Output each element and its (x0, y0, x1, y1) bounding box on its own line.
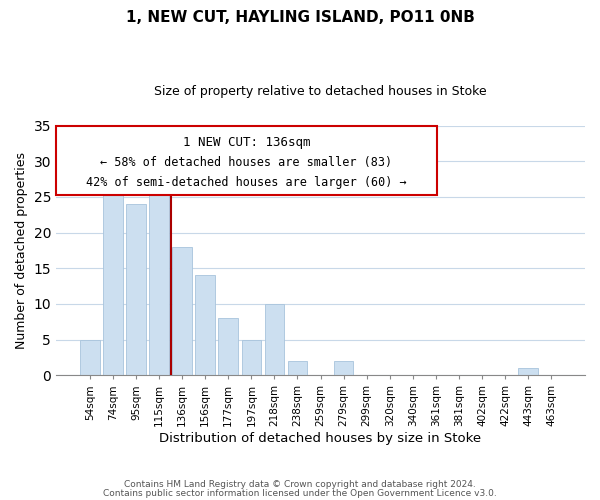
Bar (149, 182, 169, 376)
Bar (80, 340, 100, 376)
Y-axis label: Number of detached properties: Number of detached properties (15, 152, 28, 349)
Bar (265, 304, 284, 376)
Text: 1 NEW CUT: 136sqm: 1 NEW CUT: 136sqm (183, 136, 310, 148)
Bar (287, 361, 307, 376)
FancyBboxPatch shape (56, 126, 437, 196)
Bar (518, 368, 538, 376)
X-axis label: Distribution of detached houses by size in Stoke: Distribution of detached houses by size … (160, 432, 482, 445)
Text: Contains HM Land Registry data © Crown copyright and database right 2024.: Contains HM Land Registry data © Crown c… (124, 480, 476, 489)
Bar (334, 361, 353, 376)
Bar (242, 340, 261, 376)
Bar (172, 247, 192, 376)
Bar (196, 276, 215, 376)
Bar (103, 176, 123, 376)
Text: ← 58% of detached houses are smaller (83): ← 58% of detached houses are smaller (83… (100, 156, 392, 168)
Bar (126, 204, 146, 376)
Text: 42% of semi-detached houses are larger (60) →: 42% of semi-detached houses are larger (… (86, 176, 407, 188)
Text: 1, NEW CUT, HAYLING ISLAND, PO11 0NB: 1, NEW CUT, HAYLING ISLAND, PO11 0NB (125, 10, 475, 25)
Title: Size of property relative to detached houses in Stoke: Size of property relative to detached ho… (154, 85, 487, 98)
Text: Contains public sector information licensed under the Open Government Licence v3: Contains public sector information licen… (103, 490, 497, 498)
Bar (218, 318, 238, 376)
